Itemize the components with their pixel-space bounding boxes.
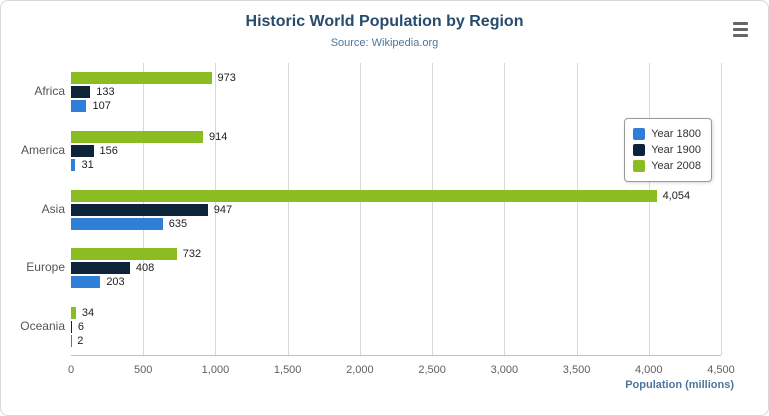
legend-swatch-icon	[633, 160, 646, 172]
bar-asia-year-1800[interactable]	[71, 217, 163, 230]
legend-swatch-icon	[633, 144, 646, 156]
bar-value-label: 2	[77, 334, 84, 347]
legend-swatch-icon	[633, 128, 646, 140]
y-category-label: Oceania	[20, 318, 65, 333]
x-tick-label: 500	[134, 364, 153, 376]
x-tick-label: 1,000	[201, 364, 230, 376]
gridline	[432, 63, 434, 355]
hamburger-icon	[732, 27, 748, 31]
x-tick-label: 3,000	[490, 364, 519, 376]
x-tick-label: 2,500	[418, 364, 446, 376]
bar-value-label: 635	[168, 217, 188, 230]
x-tick-label: 4,000	[635, 364, 663, 376]
legend-item-year-2008[interactable]: Year 2008	[633, 158, 701, 174]
bar-value-label: 203	[106, 276, 125, 289]
legend-item-year-1800[interactable]: Year 1800	[633, 126, 701, 142]
y-category-label: America	[20, 142, 65, 157]
bar-oceania-year-1800[interactable]	[71, 334, 72, 347]
gridline	[721, 63, 722, 355]
legend-item-year-1900[interactable]: Year 1900	[633, 142, 701, 158]
x-tick-label: 2,000	[346, 364, 374, 376]
bar-oceania-year-2008[interactable]	[71, 306, 76, 319]
gridline	[287, 63, 289, 355]
gridline	[648, 63, 650, 355]
legend: Year 1800 Year 1900 Year 2008	[624, 118, 712, 182]
x-tick-label: 0	[67, 364, 75, 376]
bar-europe-year-2008[interactable]	[71, 248, 177, 261]
gridline	[215, 63, 217, 355]
bar-value-label: 133	[96, 86, 115, 99]
x-tick-label: 4,500	[707, 364, 735, 376]
gridline	[576, 63, 578, 355]
y-category-label: Africa	[34, 84, 65, 99]
bar-america-year-1900[interactable]	[71, 144, 94, 157]
x-axis-title: Population (millions)	[625, 379, 734, 391]
legend-label: Year 1900	[651, 144, 701, 156]
bar-africa-year-1800[interactable]	[71, 100, 87, 113]
bar-value-label: 973	[217, 72, 236, 85]
chart-subtitle: Source: Wikipedia.org	[330, 37, 439, 49]
legend-label: Year 2008	[651, 160, 701, 172]
bar-value-label: 107	[92, 100, 111, 113]
y-category-label: Asia	[41, 201, 65, 216]
bar-europe-year-1800[interactable]	[71, 276, 101, 289]
bar-value-label: 6	[77, 320, 84, 333]
legend-label: Year 1800	[651, 128, 701, 140]
export-menu-button[interactable]	[728, 19, 752, 39]
bar-value-label: 947	[213, 203, 233, 216]
x-tick-label: 1,500	[273, 364, 302, 376]
bar-asia-year-1900[interactable]	[71, 203, 208, 216]
plot-area: 0 500 1,000 1,500 2,000 2,500 3,000 3,500 4,000 4…	[20, 63, 735, 376]
bar-america-year-2008[interactable]	[71, 130, 204, 143]
bar-value-label: 408	[135, 262, 155, 275]
chart-title: Historic World Population by Region	[245, 13, 524, 30]
bar-africa-year-1900[interactable]	[71, 86, 91, 99]
bar-value-label: 914	[209, 130, 228, 143]
bar-value-label: 31	[81, 158, 94, 171]
bar-africa-year-2008[interactable]	[71, 72, 212, 85]
y-category-label: Europe	[26, 260, 65, 275]
bar-value-label: 34	[81, 306, 95, 319]
bar-america-year-1800[interactable]	[71, 158, 76, 171]
bar-europe-year-1900[interactable]	[71, 262, 130, 275]
bar-value-label: 156	[99, 144, 118, 157]
bar-value-label: 732	[182, 248, 202, 261]
gridline	[359, 63, 361, 355]
hamburger-icon	[732, 33, 748, 37]
bar-value-label: 4,054	[662, 189, 691, 202]
x-tick-label: 3,500	[562, 364, 591, 376]
bar-oceania-year-1900[interactable]	[71, 320, 72, 333]
hamburger-icon	[732, 21, 748, 25]
gridline	[504, 63, 506, 355]
bar-asia-year-2008[interactable]	[71, 189, 657, 202]
